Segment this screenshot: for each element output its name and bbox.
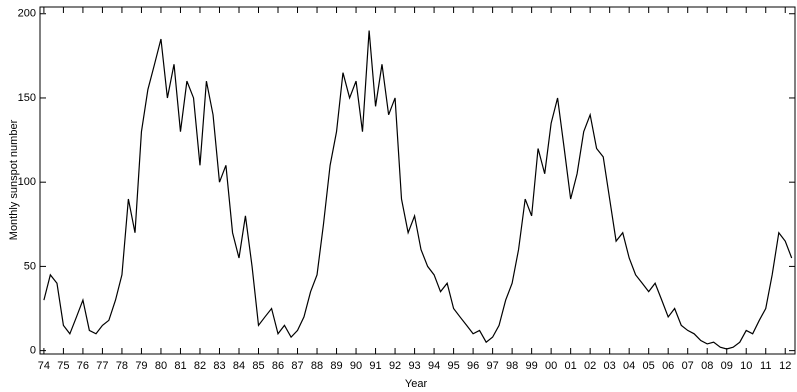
x-tick-label: 02 [584, 360, 596, 372]
x-tick-label: 74 [38, 360, 50, 372]
y-axis-label: Monthly sunspot number [8, 119, 20, 240]
x-tick-label: 00 [545, 360, 557, 372]
x-tick-label: 04 [623, 360, 635, 372]
x-tick-label: 83 [213, 360, 225, 372]
x-tick-label: 75 [57, 360, 69, 372]
y-tick-label: 0 [30, 345, 36, 357]
x-tick-label: 94 [428, 360, 440, 372]
x-tick-label: 80 [155, 360, 167, 372]
x-tick-label: 76 [77, 360, 89, 372]
x-tick-label: 77 [96, 360, 108, 372]
x-tick-label: 10 [740, 360, 752, 372]
x-tick-label: 12 [779, 360, 791, 372]
x-tick-label: 93 [408, 360, 420, 372]
y-tick-label: 100 [18, 176, 36, 188]
x-tick-label: 88 [311, 360, 323, 372]
x-axis-label: Year [405, 378, 428, 390]
x-tick-label: 89 [330, 360, 342, 372]
y-tick-label: 200 [18, 8, 36, 20]
x-tick-label: 99 [526, 360, 538, 372]
x-tick-label: 96 [467, 360, 479, 372]
x-tick-label: 79 [135, 360, 147, 372]
x-tick-label: 08 [701, 360, 713, 372]
x-tick-label: 92 [389, 360, 401, 372]
x-tick-label: 85 [252, 360, 264, 372]
x-tick-label: 98 [506, 360, 518, 372]
x-tick-label: 05 [643, 360, 655, 372]
x-tick-label: 03 [604, 360, 616, 372]
x-tick-label: 81 [174, 360, 186, 372]
x-tick-label: 82 [194, 360, 206, 372]
x-tick-label: 87 [291, 360, 303, 372]
x-tick-label: 78 [116, 360, 128, 372]
plot-frame [39, 6, 796, 355]
x-tick-label: 86 [272, 360, 284, 372]
x-tick-label: 11 [760, 360, 771, 372]
x-tick-label: 06 [662, 360, 674, 372]
x-tick-label: 97 [486, 360, 498, 372]
data-line [43, 30, 793, 350]
x-tick-label: 90 [350, 360, 362, 372]
y-tick-label: 150 [18, 92, 36, 104]
x-tick-label: 91 [369, 360, 381, 372]
y-tick-label: 50 [24, 260, 36, 272]
x-tick-label: 07 [682, 360, 694, 372]
x-tick-label: 84 [233, 360, 245, 372]
x-tick-label: 01 [565, 360, 577, 372]
x-tick-label: 09 [721, 360, 733, 372]
x-tick-label: 95 [447, 360, 459, 372]
